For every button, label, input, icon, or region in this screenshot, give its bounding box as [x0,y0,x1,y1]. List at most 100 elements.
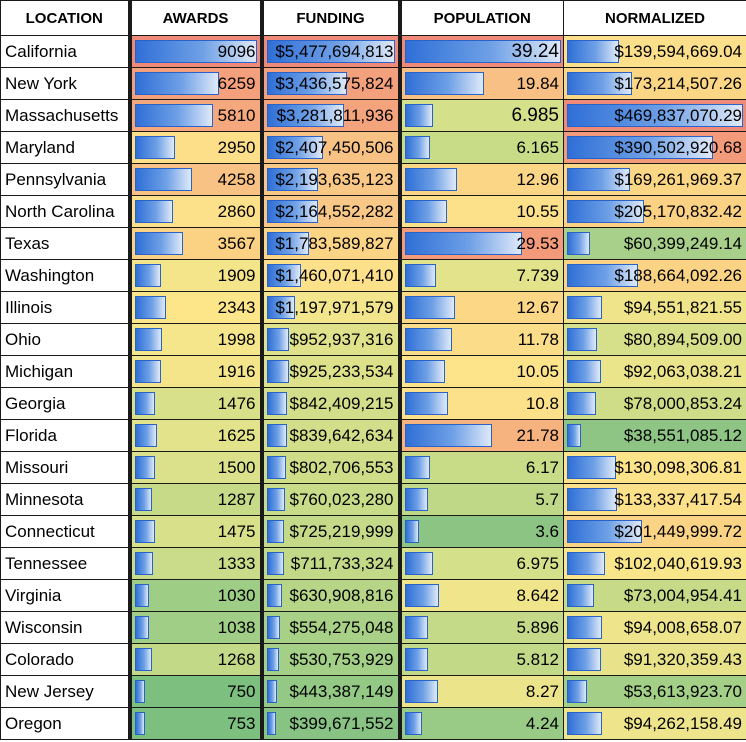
cell-location[interactable]: Georgia [0,387,130,420]
cell-awards[interactable]: 2860 [127,195,262,228]
cell-population[interactable]: 6.985 [399,99,564,132]
cell-normalized[interactable]: $133,337,417.54 [563,483,746,516]
cell-awards[interactable]: 753 [127,707,262,740]
cell-funding[interactable]: $725,219,999 [259,515,402,548]
cell-population[interactable]: 5.896 [399,611,564,644]
header-location[interactable]: LOCATION [0,0,130,36]
cell-population[interactable]: 8.27 [399,675,564,708]
cell-funding[interactable]: $2,407,450,506 [259,131,402,164]
cell-normalized[interactable]: $188,664,092.26 [563,259,746,292]
cell-location[interactable]: California [0,35,130,68]
header-funding[interactable]: FUNDING [259,0,402,36]
cell-funding[interactable]: $5,477,694,813 [259,35,402,68]
cell-location[interactable]: Maryland [0,131,130,164]
cell-population[interactable]: 10.55 [399,195,564,228]
cell-awards[interactable]: 1916 [127,355,262,388]
cell-awards[interactable]: 1909 [127,259,262,292]
cell-awards[interactable]: 750 [127,675,262,708]
cell-location[interactable]: Pennsylvania [0,163,130,196]
cell-normalized[interactable]: $469,837,070.29 [563,99,746,132]
cell-normalized[interactable]: $173,214,507.26 [563,67,746,100]
header-normalized[interactable]: NORMALIZED [563,0,746,36]
cell-funding[interactable]: $760,023,280 [259,483,402,516]
cell-normalized[interactable]: $205,170,832.42 [563,195,746,228]
cell-population[interactable]: 11.78 [399,323,564,356]
cell-awards[interactable]: 1475 [127,515,262,548]
cell-awards[interactable]: 1287 [127,483,262,516]
cell-normalized[interactable]: $60,399,249.14 [563,227,746,260]
cell-normalized[interactable]: $78,000,853.24 [563,387,746,420]
cell-population[interactable]: 6.17 [399,451,564,484]
cell-funding[interactable]: $842,409,215 [259,387,402,420]
cell-awards[interactable]: 1500 [127,451,262,484]
cell-population[interactable]: 5.7 [399,483,564,516]
cell-location[interactable]: Ohio [0,323,130,356]
cell-normalized[interactable]: $94,551,821.55 [563,291,746,324]
cell-population[interactable]: 19.84 [399,67,564,100]
cell-awards[interactable]: 2343 [127,291,262,324]
cell-population[interactable]: 21.78 [399,419,564,452]
cell-awards[interactable]: 9096 [127,35,262,68]
cell-location[interactable]: Colorado [0,643,130,676]
cell-funding[interactable]: $443,387,149 [259,675,402,708]
cell-location[interactable]: Virginia [0,579,130,612]
cell-funding[interactable]: $952,937,316 [259,323,402,356]
cell-population[interactable]: 3.6 [399,515,564,548]
cell-location[interactable]: Wisconsin [0,611,130,644]
header-awards[interactable]: AWARDS [127,0,262,36]
cell-normalized[interactable]: $102,040,619.93 [563,547,746,580]
cell-awards[interactable]: 1625 [127,419,262,452]
cell-normalized[interactable]: $38,551,085.12 [563,419,746,452]
cell-funding[interactable]: $711,733,324 [259,547,402,580]
cell-funding[interactable]: $1,460,071,410 [259,259,402,292]
cell-location[interactable]: New York [0,67,130,100]
cell-funding[interactable]: $530,753,929 [259,643,402,676]
cell-funding[interactable]: $3,436,575,824 [259,67,402,100]
cell-awards[interactable]: 5810 [127,99,262,132]
cell-normalized[interactable]: $94,008,658.07 [563,611,746,644]
cell-funding[interactable]: $630,908,816 [259,579,402,612]
cell-population[interactable]: 8.642 [399,579,564,612]
cell-location[interactable]: Florida [0,419,130,452]
cell-funding[interactable]: $3,281,811,936 [259,99,402,132]
cell-awards[interactable]: 1268 [127,643,262,676]
cell-location[interactable]: Texas [0,227,130,260]
cell-awards[interactable]: 1998 [127,323,262,356]
cell-normalized[interactable]: $80,894,509.00 [563,323,746,356]
cell-population[interactable]: 6.975 [399,547,564,580]
cell-location[interactable]: North Carolina [0,195,130,228]
cell-location[interactable]: Washington [0,259,130,292]
cell-normalized[interactable]: $390,502,920.68 [563,131,746,164]
cell-population[interactable]: 5.812 [399,643,564,676]
cell-normalized[interactable]: $92,063,038.21 [563,355,746,388]
cell-normalized[interactable]: $53,613,923.70 [563,675,746,708]
cell-location[interactable]: Tennessee [0,547,130,580]
cell-population[interactable]: 4.24 [399,707,564,740]
cell-awards[interactable]: 1030 [127,579,262,612]
cell-location[interactable]: Oregon [0,707,130,740]
cell-population[interactable]: 12.96 [399,163,564,196]
cell-population[interactable]: 10.8 [399,387,564,420]
cell-location[interactable]: Minnesota [0,483,130,516]
cell-funding[interactable]: $925,233,534 [259,355,402,388]
cell-population[interactable]: 12.67 [399,291,564,324]
cell-funding[interactable]: $802,706,553 [259,451,402,484]
cell-awards[interactable]: 2950 [127,131,262,164]
cell-population[interactable]: 39.24 [399,35,564,68]
cell-awards[interactable]: 6259 [127,67,262,100]
cell-awards[interactable]: 1333 [127,547,262,580]
cell-population[interactable]: 7.739 [399,259,564,292]
cell-population[interactable]: 6.165 [399,131,564,164]
cell-awards[interactable]: 1476 [127,387,262,420]
cell-normalized[interactable]: $201,449,999.72 [563,515,746,548]
cell-funding[interactable]: $2,164,552,282 [259,195,402,228]
cell-normalized[interactable]: $169,261,969.37 [563,163,746,196]
cell-location[interactable]: Connecticut [0,515,130,548]
cell-normalized[interactable]: $94,262,158.49 [563,707,746,740]
header-population[interactable]: POPULATION [399,0,564,36]
cell-population[interactable]: 10.05 [399,355,564,388]
cell-normalized[interactable]: $139,594,669.04 [563,35,746,68]
cell-normalized[interactable]: $73,004,954.41 [563,579,746,612]
cell-location[interactable]: Michigan [0,355,130,388]
cell-funding[interactable]: $554,275,048 [259,611,402,644]
